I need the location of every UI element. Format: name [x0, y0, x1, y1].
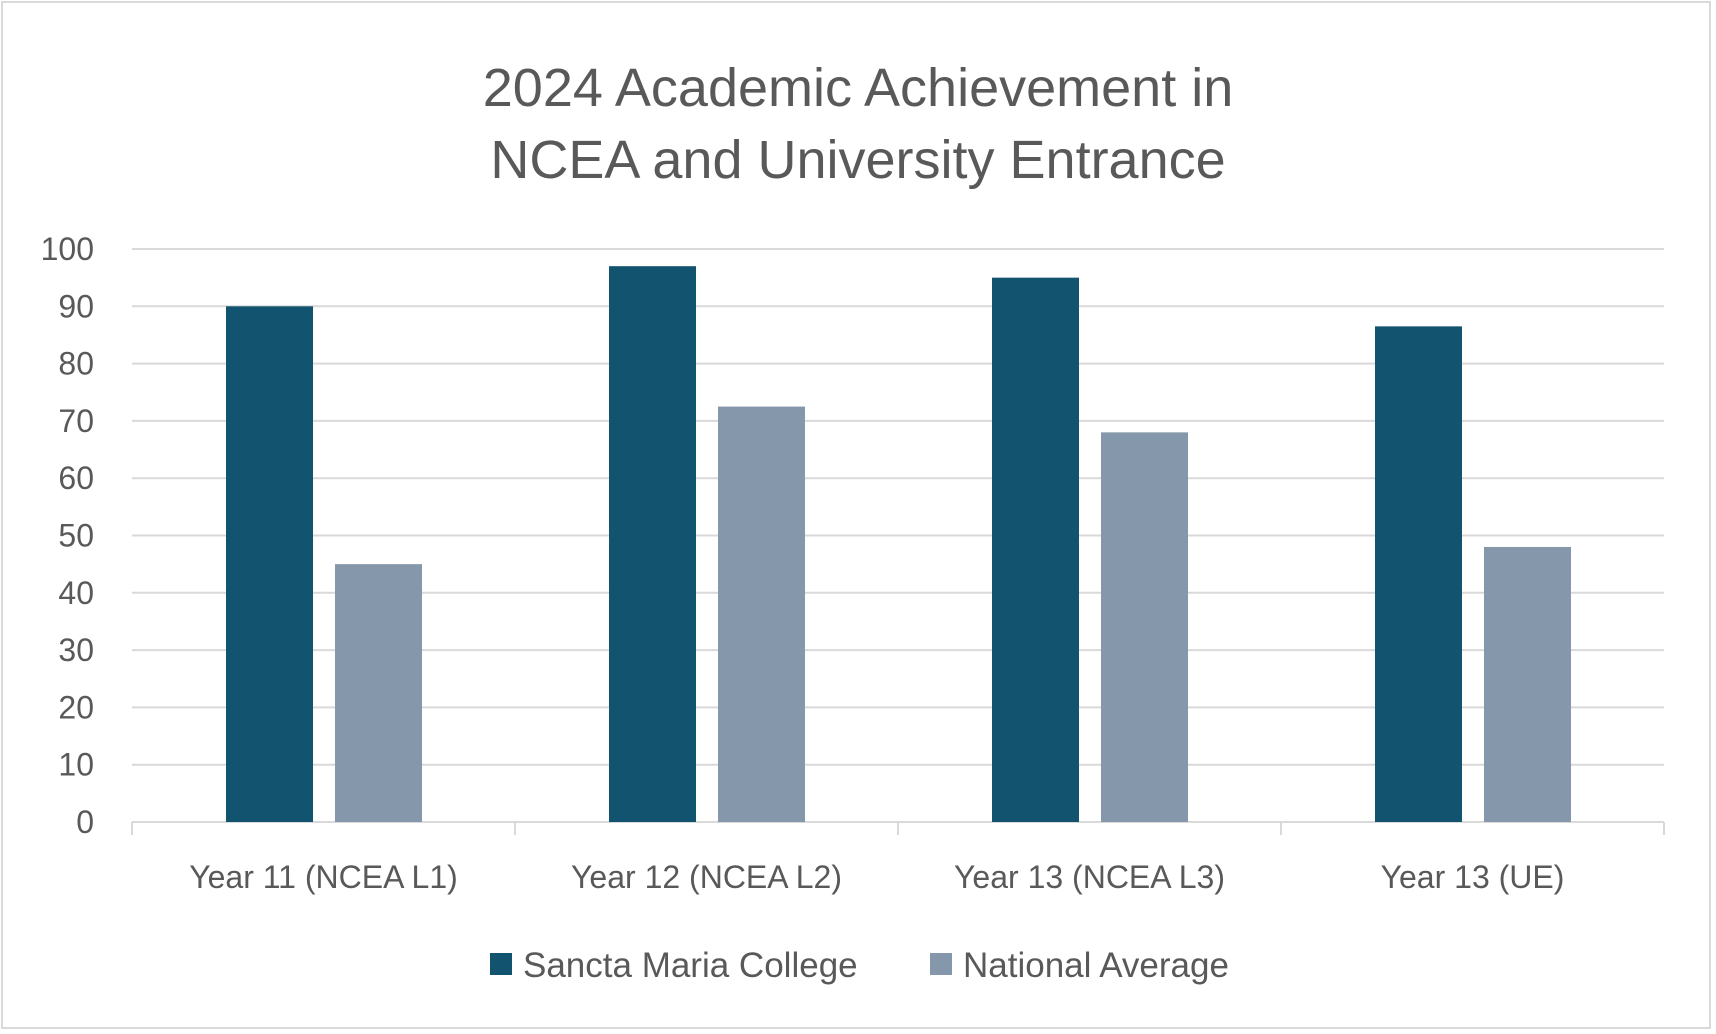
bar-national-average — [1101, 432, 1188, 822]
bar-sancta-maria-college — [226, 306, 313, 822]
legend-label: National Average — [963, 946, 1229, 985]
y-tick-label: 90 — [58, 288, 94, 324]
y-tick-label: 20 — [58, 689, 94, 725]
bar-national-average — [718, 406, 805, 822]
y-tick-label: 100 — [41, 231, 94, 267]
y-tick-label: 70 — [58, 403, 94, 439]
category-label: Year 13 (UE) — [1381, 859, 1565, 895]
bar-sancta-maria-college — [609, 266, 696, 822]
legend: Sancta Maria College National Average — [490, 946, 1229, 985]
category-label: Year 12 (NCEA L2) — [571, 859, 842, 895]
bar-national-average — [1484, 546, 1571, 822]
y-tick-label: 10 — [58, 747, 94, 783]
y-tick-label: 40 — [58, 575, 94, 611]
chart-title-line-1: 2024 Academic Achievement in — [482, 58, 1234, 118]
bar-national-average — [335, 564, 422, 822]
category-label: Year 13 (NCEA L3) — [954, 859, 1225, 895]
legend-swatch — [930, 953, 952, 975]
category-labels: Year 11 (NCEA L1) Year 12 (NCEA L2) Year 1… — [189, 859, 1564, 895]
chart-title-line-2: NCEA and University Entrance — [490, 130, 1226, 190]
category-label: Year 11 (NCEA L1) — [189, 859, 458, 895]
y-axis-tick-labels: 0 10 20 30 40 50 60 70 80 90 100 — [41, 231, 94, 840]
legend-swatch — [490, 953, 512, 975]
legend-label: Sancta Maria College — [523, 946, 858, 985]
bars — [226, 266, 1571, 822]
bar-sancta-maria-college — [1375, 326, 1462, 822]
y-tick-label: 50 — [58, 518, 94, 554]
y-tick-label: 0 — [76, 804, 94, 840]
y-tick-label: 60 — [58, 460, 94, 496]
chart-title: 2024 Academic Achievement in NCEA and Un… — [0, 52, 1716, 196]
bar-sancta-maria-college — [992, 277, 1079, 822]
x-axis — [131, 821, 1665, 835]
y-tick-label: 30 — [58, 632, 94, 668]
y-tick-label: 80 — [58, 346, 94, 382]
